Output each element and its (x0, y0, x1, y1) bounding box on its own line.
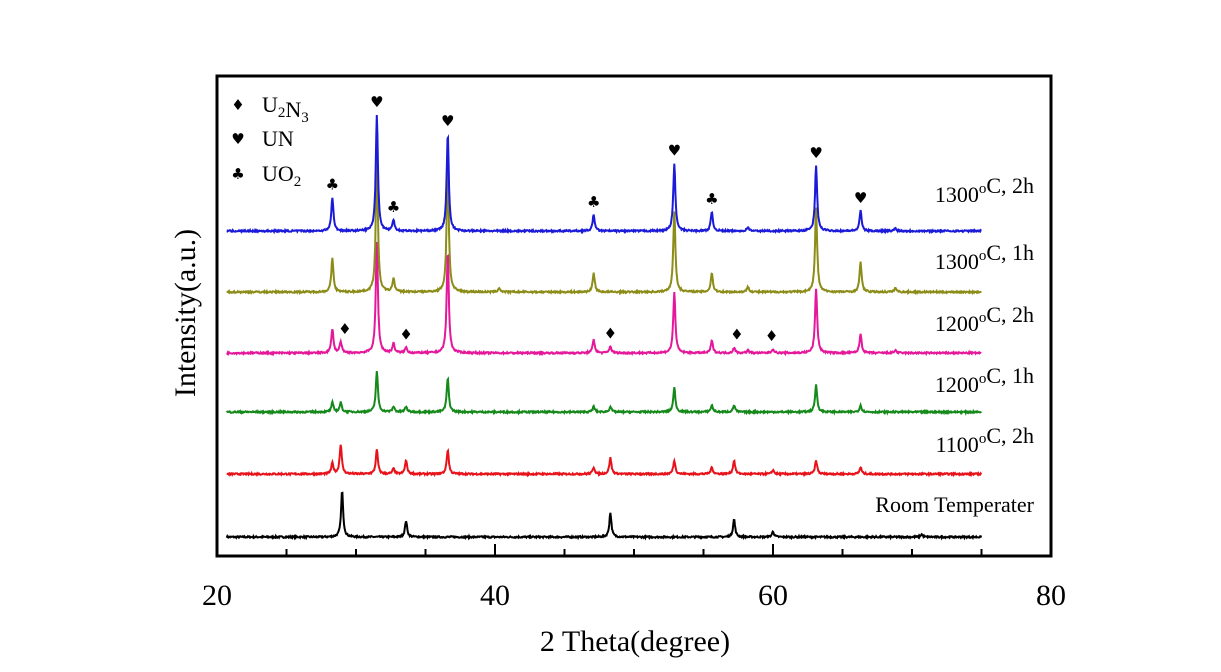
legend: ♦ U2N3 ♥ UN ♣ UO2 (231, 92, 309, 190)
series-line-1100-c-2h (226, 444, 983, 478)
heart-icon: ♥ (809, 144, 822, 162)
diamond-icon: ♦ (604, 324, 617, 342)
plot-frame (215, 74, 1053, 558)
series-label-room-temperater: Room Temperater (875, 492, 1034, 517)
heart-icon: ♥ (370, 93, 383, 111)
diamond-icon: ♦ (231, 96, 244, 114)
x-tick-label: 20 (202, 579, 232, 612)
y-axis-title: Intensity(a.u.) (169, 229, 202, 397)
club-icon: ♣ (705, 190, 718, 208)
heart-icon: ♥ (854, 189, 867, 207)
legend-label: UO2 (262, 161, 301, 190)
series-line-1300-c-2h (226, 114, 982, 235)
heart-icon: ♥ (441, 112, 454, 130)
club-icon: ♣ (231, 165, 244, 183)
legend-item: ♣ UO2 (231, 161, 301, 190)
legend-label: UN (262, 126, 294, 151)
x-tick-label: 80 (1036, 579, 1066, 612)
heart-icon: ♥ (668, 142, 681, 160)
diamond-icon: ♦ (765, 327, 778, 345)
x-tick-label: 40 (480, 579, 510, 612)
club-icon: ♣ (326, 175, 339, 193)
series-label-1100-c-2h: 1100oC, 2h (936, 423, 1034, 457)
legend-item: ♦ U2N3 (231, 92, 309, 126)
diamond-icon: ♦ (730, 326, 743, 344)
series-line-room-temperater (225, 491, 983, 541)
series-line-1200-c-2h (226, 241, 982, 357)
plot-area: Room Temperater 1100oC, 2h 1200oC, 1h 1200o… (215, 74, 1053, 558)
x-tick-label: 60 (758, 579, 788, 612)
series-label-1200-c-1h: 1200oC, 1h (935, 363, 1034, 397)
series-label-1300-c-2h: 1300oC, 2h (935, 173, 1034, 207)
diamond-icon: ♦ (338, 320, 351, 338)
club-icon: ♣ (587, 193, 600, 211)
heart-icon: ♥ (231, 130, 244, 148)
legend-label: U2N3 (262, 92, 309, 126)
series-line-1200-c-1h (225, 371, 983, 416)
club-icon: ♣ (387, 198, 400, 216)
x-axis: 20 40 60 80 (202, 544, 1066, 612)
series-label-1300-c-1h: 1300oC, 1h (935, 240, 1034, 274)
series-line-1300-c-1h (226, 160, 982, 296)
series-label-1200-c-2h: 1200oC, 2h (935, 302, 1034, 336)
diamond-icon: ♦ (399, 326, 412, 344)
legend-item: ♥ UN (231, 126, 294, 151)
x-axis-title: 2 Theta(degree) (540, 625, 730, 658)
